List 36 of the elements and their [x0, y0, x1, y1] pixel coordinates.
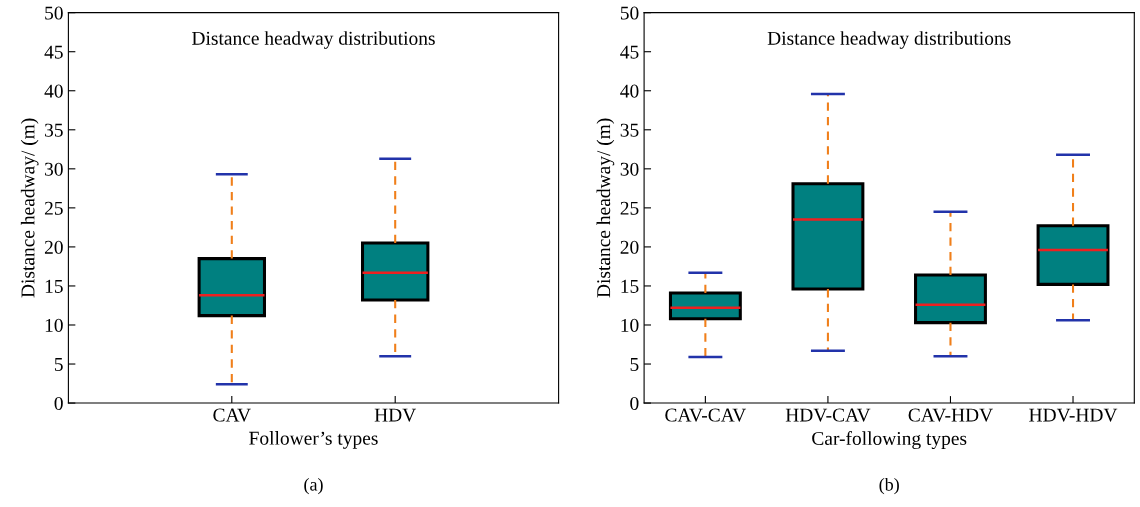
x-axis-title: Follower’s types: [249, 431, 378, 449]
text: (a): [304, 477, 323, 495]
text: Distance headway distributions: [767, 31, 1011, 49]
y-tick-label: 10: [621, 318, 639, 332]
y-tick-label: 5: [630, 358, 639, 371]
y-tick-label: 40: [620, 84, 639, 98]
x-axis-title: Car-following types: [812, 431, 967, 449]
y-tick-label: 45: [44, 45, 63, 59]
y-tick-label: 25: [44, 201, 63, 215]
y-tick-label: 40: [44, 84, 63, 98]
x-tick-label: CAV: [213, 408, 251, 422]
y-tick-label: 35: [45, 123, 63, 137]
x-tick-label: CAV-HDV: [908, 408, 993, 422]
text: (b): [879, 477, 899, 495]
y-tick-label: 45: [620, 45, 639, 59]
y-tick-label: 50: [620, 6, 639, 20]
y-tick-label: 30: [45, 162, 63, 176]
y-tick-label: 20: [44, 240, 63, 254]
y-tick-label: 10: [45, 318, 63, 332]
y-tick-label: 30: [620, 162, 639, 176]
x-tick-label: HDV-CAV: [785, 408, 871, 422]
x-tick-label: HDV-HDV: [1029, 408, 1118, 422]
y-tick-label: 15: [45, 279, 63, 293]
x-tick-label: HDV: [374, 408, 417, 422]
text: Distance headway distributions: [192, 31, 435, 49]
y-axis-title: Distance headway/ (m): [20, 118, 39, 298]
x-tick-label: CAV-CAV: [665, 408, 747, 422]
y-tick-label: 15: [621, 279, 639, 293]
y-tick-label: 25: [620, 201, 639, 215]
y-tick-label: 35: [620, 123, 639, 137]
y-tick-label: 0: [630, 396, 639, 410]
y-tick-label: 50: [45, 6, 63, 20]
y-tick-label: 0: [54, 396, 63, 410]
y-tick-label: 5: [54, 358, 63, 371]
y-axis-title: Distance headway/ (m): [596, 118, 615, 298]
y-tick-label: 20: [620, 240, 639, 254]
